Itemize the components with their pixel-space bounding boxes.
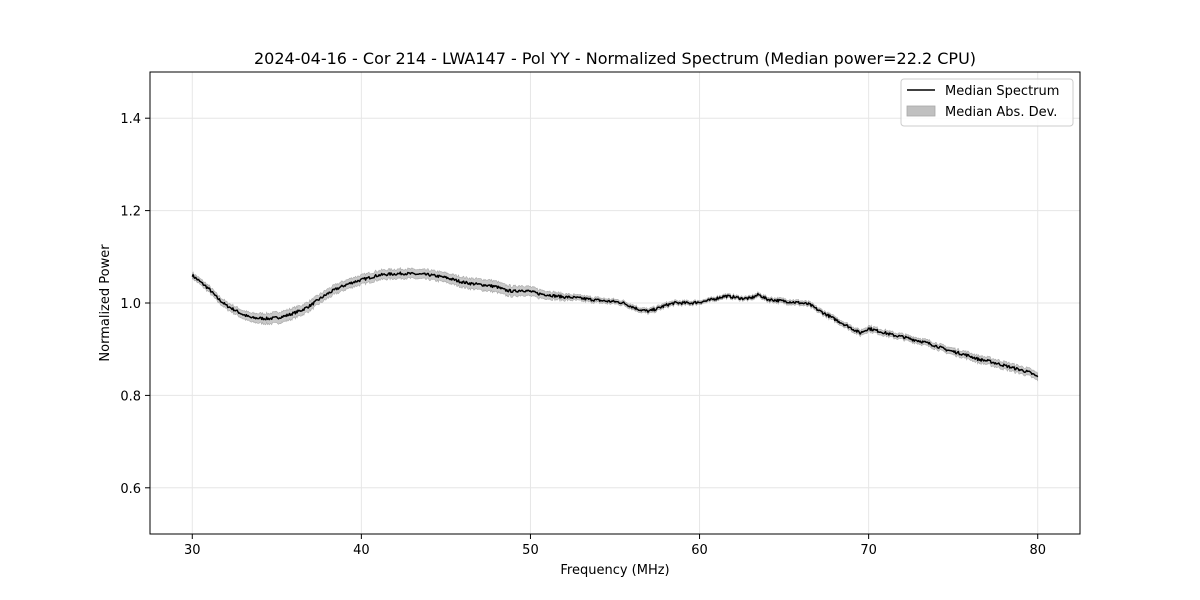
y-tick-label: 0.6 <box>120 482 141 497</box>
chart-title: 2024-04-16 - Cor 214 - LWA147 - Pol YY -… <box>254 49 976 68</box>
x-axis-label: Frequency (MHz) <box>560 563 669 578</box>
x-tick-label: 60 <box>691 543 708 558</box>
x-tick-label: 40 <box>353 543 370 558</box>
legend-label-median-spectrum: Median Spectrum <box>945 84 1059 99</box>
x-tick-label: 30 <box>184 543 201 558</box>
median-spectrum-line <box>191 271 1039 378</box>
mad-band-layer <box>192 266 1038 382</box>
x-tick-label: 50 <box>522 543 539 558</box>
median-abs-dev-band <box>192 266 1038 382</box>
y-tick-label: 1.4 <box>120 112 141 127</box>
legend: Median Spectrum Median Abs. Dev. <box>900 78 1074 127</box>
legend-box <box>900 78 1074 127</box>
y-axis-label: Normalized Power <box>98 244 113 362</box>
y-tick-label: 1.2 <box>120 205 141 220</box>
x-axis: 30 40 50 60 70 80 <box>184 534 1046 558</box>
y-axis: 0.6 0.8 1.0 1.2 1.4 <box>120 112 150 497</box>
x-tick-label: 80 <box>1029 543 1046 558</box>
legend-band-swatch <box>906 105 936 117</box>
median-line-layer <box>191 271 1039 378</box>
y-tick-label: 0.8 <box>120 389 141 404</box>
legend-label-median-abs-dev: Median Abs. Dev. <box>945 105 1057 120</box>
y-tick-label: 1.0 <box>120 297 141 312</box>
x-tick-label: 70 <box>860 543 877 558</box>
